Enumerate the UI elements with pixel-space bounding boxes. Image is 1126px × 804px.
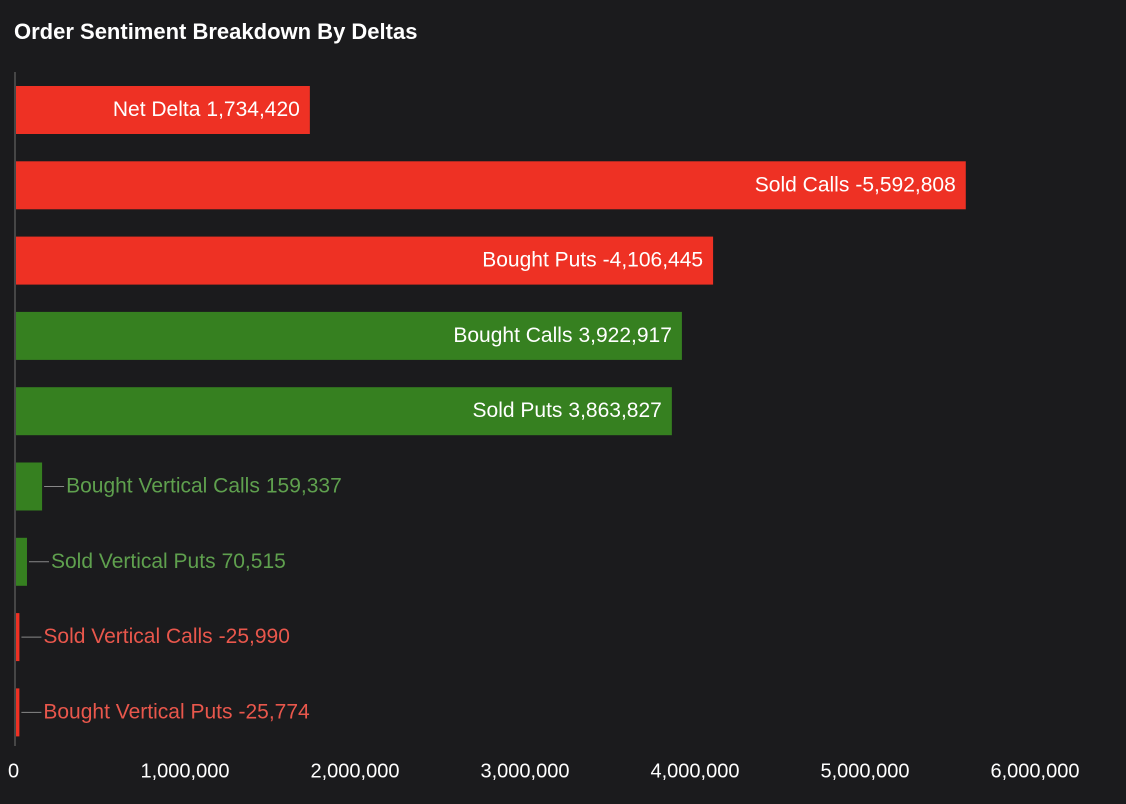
bar — [16, 613, 20, 662]
bar — [16, 86, 310, 134]
value-label: -25,774 — [239, 700, 311, 723]
category-label: Sold Puts — [473, 399, 563, 422]
value-label: -4,106,445 — [603, 248, 703, 271]
value-label: 3,863,827 — [568, 399, 661, 422]
bar — [16, 387, 672, 436]
category-label: Net Delta — [113, 98, 201, 121]
category-label: Bought Vertical Puts — [43, 700, 232, 723]
value-label: -25,990 — [219, 625, 290, 648]
bar-label: Sold Calls -5,592,808 — [755, 173, 956, 196]
bar-label: Bought Calls 3,922,917 — [453, 323, 672, 346]
category-label: Sold Vertical Calls — [43, 625, 212, 648]
x-tick-label: 5,000,000 — [821, 760, 910, 782]
value-label: 3,922,917 — [578, 323, 671, 346]
bar — [16, 161, 966, 210]
bar-label: Bought Vertical Calls 159,337 — [66, 474, 342, 497]
category-label: Bought Vertical Calls — [66, 474, 260, 497]
bar-label: Sold Puts 3,863,827 — [473, 399, 662, 422]
x-tick-label: 0 — [8, 760, 19, 782]
value-label: 70,515 — [222, 549, 286, 572]
bar-label: Bought Vertical Puts -25,774 — [43, 700, 310, 723]
bar — [16, 311, 682, 360]
x-tick-label: 4,000,000 — [651, 760, 740, 782]
bar-label: Bought Puts -4,106,445 — [482, 248, 703, 271]
value-label: -5,592,808 — [855, 173, 955, 196]
bar — [16, 688, 20, 737]
x-tick-label: 1,000,000 — [141, 760, 230, 782]
bar-label: Sold Vertical Calls -25,990 — [43, 625, 289, 648]
category-label: Sold Vertical Puts — [51, 549, 216, 572]
value-label: 1,734,420 — [206, 98, 299, 121]
x-tick-label: 3,000,000 — [481, 760, 570, 782]
category-label: Sold Calls — [755, 173, 850, 196]
bar-label: Net Delta 1,734,420 — [113, 98, 300, 121]
value-label: 159,337 — [266, 474, 342, 497]
category-label: Bought Puts — [482, 248, 596, 271]
bar-label: Sold Vertical Puts 70,515 — [51, 549, 286, 572]
x-tick-label: 6,000,000 — [991, 760, 1080, 782]
bar — [16, 537, 27, 586]
category-label: Bought Calls — [453, 323, 572, 346]
bar — [16, 462, 43, 511]
chart-title: Order Sentiment Breakdown By Deltas — [14, 19, 417, 44]
bar — [16, 236, 714, 285]
x-tick-label: 2,000,000 — [311, 760, 400, 782]
